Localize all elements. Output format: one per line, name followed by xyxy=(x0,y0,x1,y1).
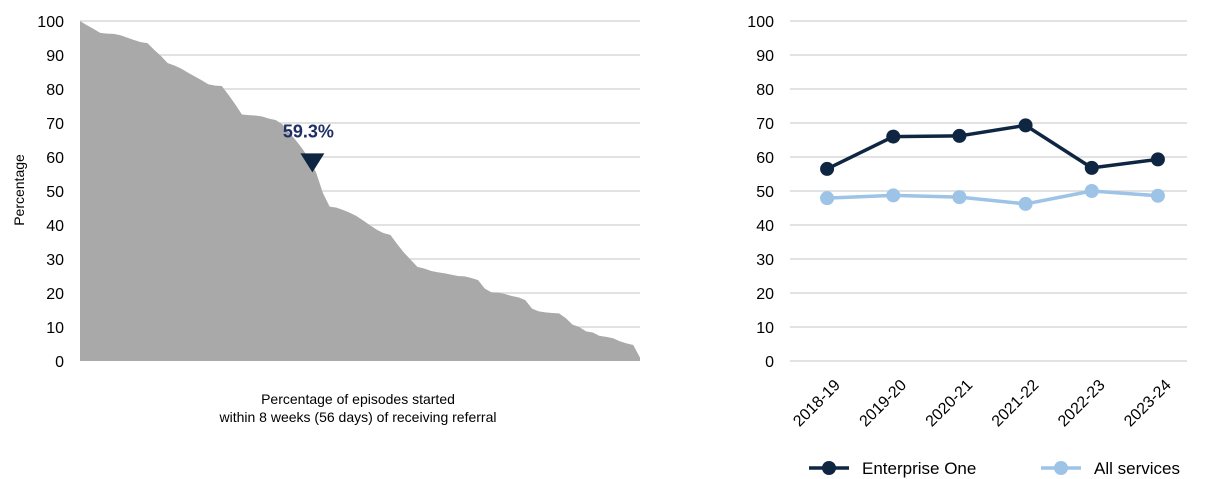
left-y-tick-label: 0 xyxy=(55,354,64,371)
left-x-axis-label-line-2: within 8 weeks (56 days) of receiving re… xyxy=(218,409,496,425)
left-y-axis-label: Percentage xyxy=(11,154,27,226)
right-x-tick-label: 2018-19 xyxy=(790,377,844,431)
series-point xyxy=(886,188,901,203)
right-x-tick-label: 2020-21 xyxy=(923,377,977,431)
series-point xyxy=(1084,184,1099,198)
episode-distribution-area xyxy=(80,21,640,361)
series-point xyxy=(1150,152,1165,167)
right-y-tick-label: 10 xyxy=(756,320,774,337)
left-y-tick-labels: 0 10 20 30 40 50 60 70 80 90 100 xyxy=(37,14,64,371)
right-x-tick-label: 2019-20 xyxy=(857,377,911,431)
series-point xyxy=(1084,160,1099,175)
left-y-tick-label: 100 xyxy=(37,14,64,31)
right-y-tick-label: 60 xyxy=(756,150,774,167)
right-y-tick-label: 90 xyxy=(756,48,774,65)
right-y-tick-label: 80 xyxy=(756,82,774,99)
right-x-tick-labels: 2018-19 2019-20 2020-21 2021-22 2022-23 2023-… xyxy=(790,377,1174,431)
left-area-chart: 0 10 20 30 40 50 60 70 80 90 100 Percentage Percen… xyxy=(11,14,640,425)
right-y-tick-label: 50 xyxy=(756,184,774,201)
left-y-tick-label: 20 xyxy=(46,286,64,303)
series-line xyxy=(826,123,1159,171)
legend-item-series-two: All services xyxy=(1041,459,1180,478)
right-x-tick-label: 2022-23 xyxy=(1055,377,1109,431)
series-point xyxy=(1018,118,1033,133)
left-y-tick-label: 10 xyxy=(46,320,64,337)
left-y-tick-label: 50 xyxy=(46,184,64,201)
series-point xyxy=(952,190,967,205)
chart-legend: Enterprise One All services xyxy=(809,459,1180,478)
series-line xyxy=(827,189,1159,206)
legend-label-series-two: All services xyxy=(1094,459,1180,478)
left-y-tick-label: 40 xyxy=(46,218,64,235)
left-x-axis-label-line-1: Percentage of episodes started xyxy=(261,391,455,407)
series-point xyxy=(820,161,835,176)
series-point xyxy=(1150,188,1165,203)
right-y-tick-label: 0 xyxy=(765,354,774,371)
right-y-tick-labels: 0 10 20 30 40 50 60 70 80 90 100 xyxy=(747,14,774,371)
right-y-tick-label: 30 xyxy=(756,252,774,269)
series-point xyxy=(1018,196,1033,211)
left-y-tick-label: 70 xyxy=(46,116,64,133)
right-x-tick-label: 2021-22 xyxy=(989,377,1043,431)
right-y-tick-label: 70 xyxy=(756,116,774,133)
series-point xyxy=(886,129,901,144)
left-y-tick-label: 90 xyxy=(46,48,64,65)
left-y-tick-label: 60 xyxy=(46,150,64,167)
highlight-triangle-marker xyxy=(300,153,325,173)
legend-swatch-marker-series-one xyxy=(822,461,836,475)
legend-item-series-one: Enterprise One xyxy=(809,459,976,478)
right-y-tick-label: 100 xyxy=(747,14,774,31)
legend-label-series-one: Enterprise One xyxy=(862,459,976,478)
highlight-value-label: 59.3% xyxy=(283,121,334,141)
right-series-group xyxy=(820,118,1165,211)
right-gridlines xyxy=(790,20,1187,362)
legend-swatch-marker-series-two xyxy=(1054,461,1068,475)
right-y-tick-label: 20 xyxy=(756,286,774,303)
series-point xyxy=(820,191,835,206)
left-y-tick-label: 80 xyxy=(46,82,64,99)
right-x-tick-label: 2023-24 xyxy=(1121,377,1175,431)
right-y-tick-label: 40 xyxy=(756,218,774,235)
left-y-tick-label: 30 xyxy=(46,252,64,269)
series-point xyxy=(952,128,967,143)
